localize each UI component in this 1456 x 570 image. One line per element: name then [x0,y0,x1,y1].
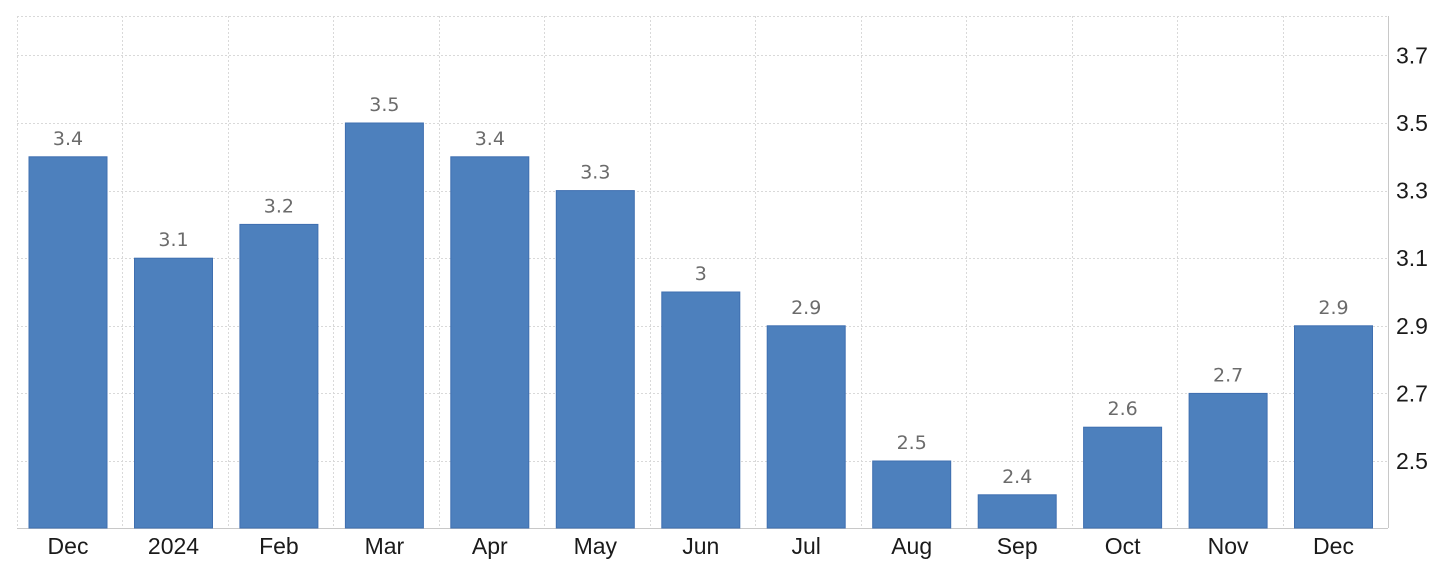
bar [134,257,213,529]
bar [450,156,530,529]
x-tick-label: May [574,533,618,559]
data-label: 3.4 [475,128,505,150]
x-tick-label: Oct [1105,533,1141,559]
bar [555,190,635,529]
data-label: 3 [695,263,707,285]
data-label: 2.9 [791,297,821,319]
bar [766,325,846,529]
bar [661,291,741,529]
x-tick-label: Sep [997,533,1038,559]
x-tick-label: Aug [891,533,932,559]
y-tick-label: 3.3 [1396,178,1428,204]
bar [977,494,1057,529]
y-tick-label: 3.5 [1396,110,1428,136]
y-tick-label: 3.7 [1396,42,1428,68]
data-label: 3.3 [580,162,610,184]
bar [1294,325,1373,529]
data-label: 2.9 [1318,297,1348,319]
bar [872,460,952,529]
bar [1188,392,1268,529]
x-tick-label: 2024 [148,533,199,559]
x-tick-label: Apr [472,533,508,559]
data-label: 3.4 [53,128,83,150]
bar [239,223,319,529]
x-tick-label: Nov [1208,533,1249,559]
bar [1083,426,1163,529]
x-tick-label: Dec [48,533,89,559]
x-tick-label: Feb [259,533,299,559]
data-label: 3.2 [264,195,294,217]
x-tick-label: Jun [682,533,719,559]
data-label: 3.5 [369,94,399,116]
x-tick-label: Mar [365,533,405,559]
data-label: 2.7 [1213,364,1243,386]
y-tick-label: 2.9 [1396,313,1428,339]
bar [344,122,424,529]
data-label: 2.4 [1002,466,1032,488]
x-tick-label: Jul [791,533,820,559]
data-label: 3.1 [158,229,188,251]
x-tick-label: Dec [1313,533,1354,559]
y-tick-label: 2.7 [1396,380,1428,406]
data-label: 2.6 [1107,398,1137,420]
data-label: 2.5 [897,432,927,454]
y-tick-label: 2.5 [1396,448,1428,474]
y-tick-label: 3.1 [1396,245,1428,271]
bar [28,156,108,529]
